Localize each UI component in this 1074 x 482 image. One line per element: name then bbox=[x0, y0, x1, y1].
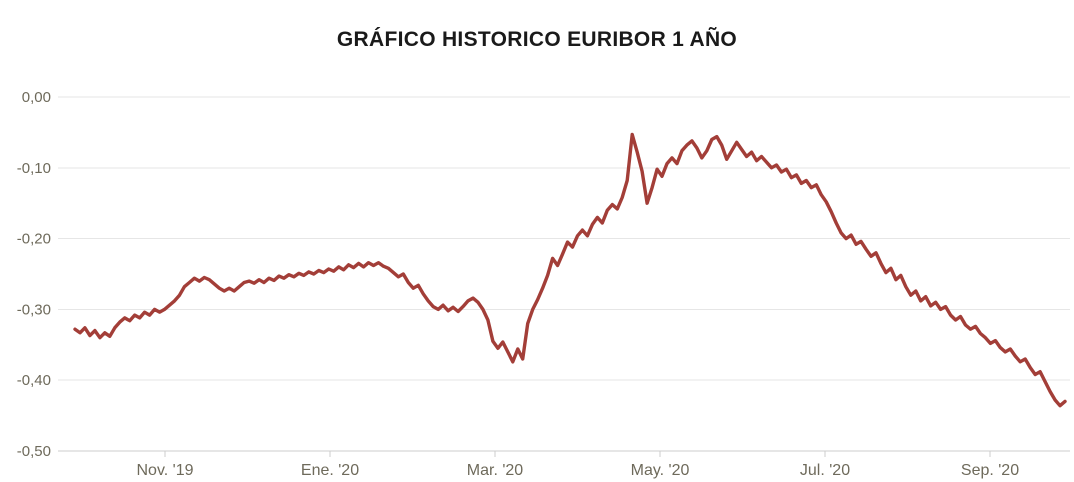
y-axis-label: -0,20 bbox=[17, 231, 51, 248]
y-axis-label: -0,50 bbox=[17, 443, 51, 460]
x-axis-label: Jul. '20 bbox=[800, 462, 850, 479]
x-axis-label: May. '20 bbox=[631, 462, 690, 479]
x-axis-label: Nov. '19 bbox=[136, 462, 193, 479]
series-line-euribor[interactable] bbox=[73, 132, 1067, 408]
x-axis-label: Mar. '20 bbox=[467, 462, 524, 479]
x-axis-label: Sep. '20 bbox=[961, 462, 1019, 479]
x-axis-label: Ene. '20 bbox=[301, 462, 359, 479]
y-axis-label: -0,10 bbox=[17, 160, 51, 177]
chart-title: GRÁFICO HISTORICO EURIBOR 1 AÑO bbox=[336, 28, 738, 51]
y-axis-label: -0,30 bbox=[17, 301, 51, 318]
y-axis-label: -0,40 bbox=[17, 372, 51, 389]
y-axis-label: 0,00 bbox=[22, 89, 51, 106]
